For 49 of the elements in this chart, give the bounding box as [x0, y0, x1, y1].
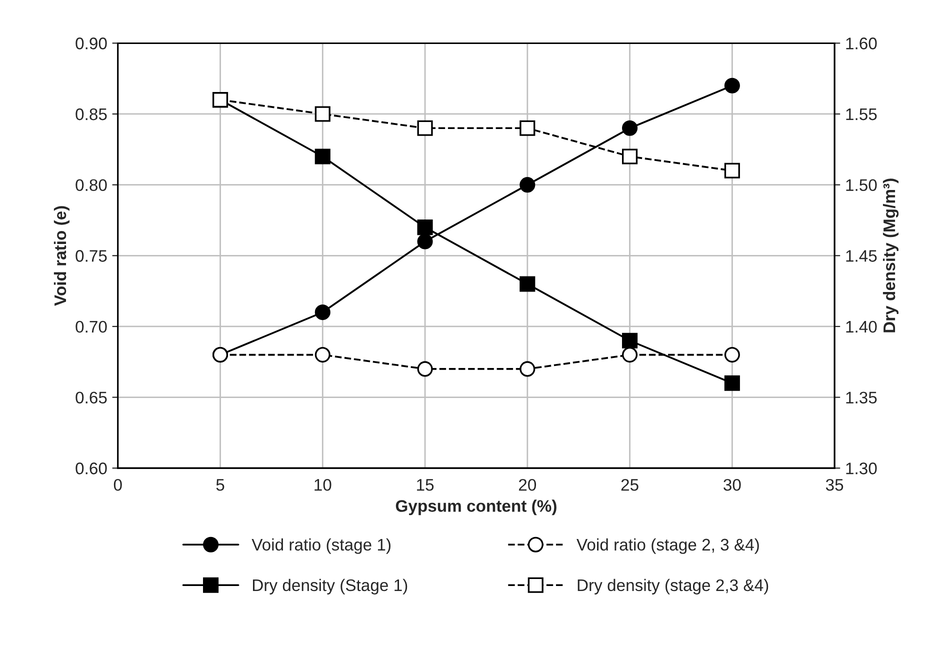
point: [417, 234, 433, 250]
y2-tick-label: 1.40: [846, 320, 877, 333]
x-tick-label: 0: [114, 478, 122, 491]
y2-tick-label: 1.45: [846, 250, 877, 262]
y2-tick-label: 1.30: [846, 462, 877, 474]
point: [520, 276, 536, 292]
x-tick-label: 35: [826, 478, 844, 491]
y2-tick-label: 1.60: [846, 38, 877, 50]
point: [314, 148, 330, 164]
x-tick-label: 15: [417, 479, 434, 491]
point: [622, 120, 638, 136]
x-tick-label: 10: [314, 478, 332, 491]
point: [724, 162, 740, 178]
point: [417, 120, 433, 136]
legend-label: Dry density (stage 2,3 &4): [578, 578, 768, 594]
point: [520, 361, 536, 377]
y-tick-label: 0.85: [76, 108, 107, 120]
x-tick-label: 30: [724, 478, 741, 491]
point: [520, 120, 536, 136]
point: [314, 304, 330, 320]
point: [622, 148, 638, 164]
x-tick-label: 25: [621, 478, 638, 491]
x-axis-title: Gypsum content (%): [396, 500, 556, 516]
point: [724, 78, 740, 94]
legend-label: Void ratio (stage 2, 3 &4): [576, 538, 759, 554]
y-tick-label: 0.70: [76, 320, 107, 333]
point: [724, 347, 740, 363]
x-tick-label: 5: [216, 479, 224, 491]
point: [417, 361, 433, 377]
y-tick-label: 0.65: [76, 392, 107, 404]
point: [417, 220, 433, 236]
legend-label: Dry density (Stage 1): [252, 578, 408, 594]
y-tick-label: 0.90: [76, 38, 107, 50]
point: [314, 106, 330, 122]
y2-axis-title: Dry density (Mg/m³): [882, 178, 899, 332]
y-tick-label: 0.80: [76, 179, 107, 192]
y-axis-title: Void ratio (e): [54, 206, 70, 306]
legend-label: Void ratio (stage 1): [252, 538, 390, 554]
y-tick-label: 0.75: [76, 250, 107, 262]
y2-tick-label: 1.55: [846, 108, 877, 120]
y2-tick-label: 1.35: [846, 392, 877, 404]
point: [520, 177, 536, 193]
point: [724, 375, 740, 391]
y-tick-label: 0.60: [76, 462, 107, 474]
point: [622, 347, 638, 363]
x-tick-label: 20: [518, 478, 536, 491]
y2-tick-label: 1.50: [846, 179, 877, 192]
point: [314, 347, 330, 363]
point: [622, 332, 638, 348]
